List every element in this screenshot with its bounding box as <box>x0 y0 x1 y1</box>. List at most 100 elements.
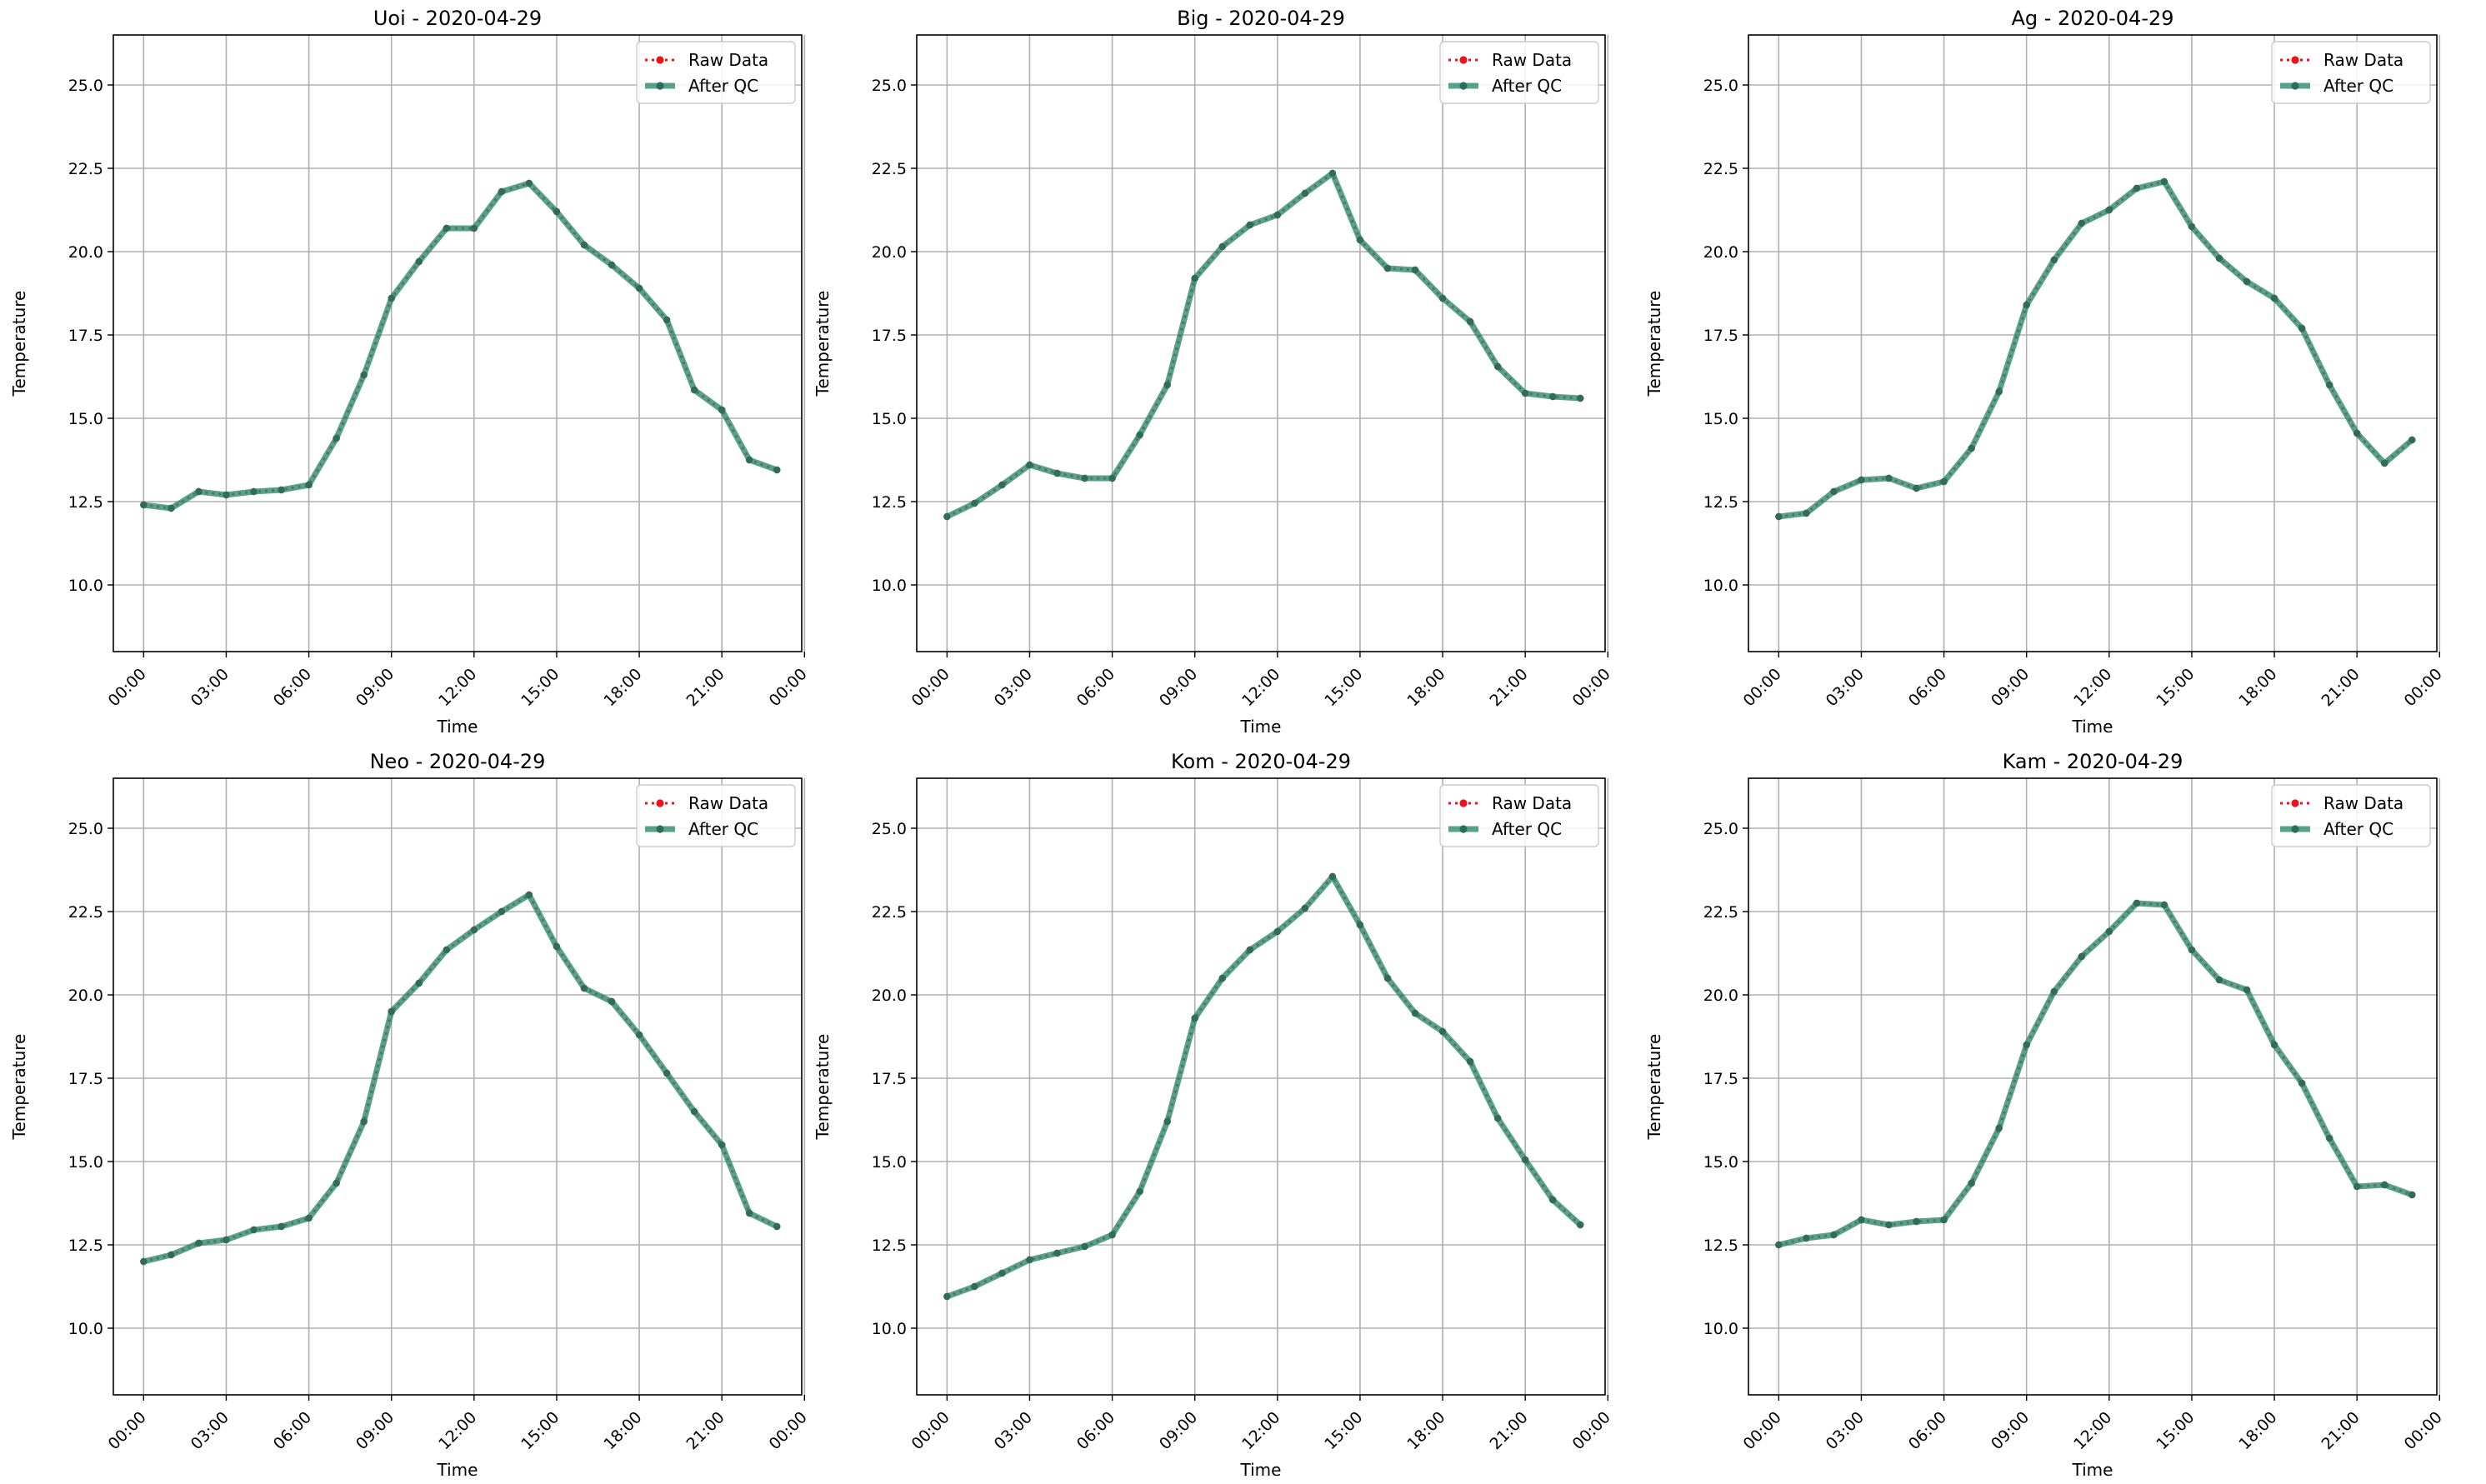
x-tick-label: 21:00 <box>2318 1408 2363 1453</box>
y-axis-label: Temperature <box>1644 291 1664 397</box>
x-tick-label: 03:00 <box>188 665 233 710</box>
data-point-qc <box>1775 512 1783 521</box>
data-point-qc <box>2133 184 2141 192</box>
data-point-qc <box>1191 274 1198 282</box>
legend: Raw Data After QC <box>636 784 796 847</box>
x-tick-label: 03:00 <box>1823 665 1868 710</box>
data-point-qc <box>663 1069 671 1077</box>
legend-label-raw-data: Raw Data <box>1492 50 1572 70</box>
data-point-qc <box>1521 389 1529 397</box>
data-point-qc <box>1026 461 1033 469</box>
data-point-qc <box>443 946 450 954</box>
x-tick-label: 09:00 <box>353 665 398 710</box>
data-point-qc <box>1438 1027 1447 1036</box>
data-point-qc <box>1549 1196 1557 1204</box>
legend-label-raw-data: Raw Data <box>2323 50 2403 70</box>
data-point-qc <box>2160 901 2168 909</box>
data-point-qc <box>1493 362 1502 371</box>
data-point-qc <box>2270 294 2278 302</box>
data-point-qc <box>333 1179 340 1187</box>
data-point-qc <box>943 512 951 521</box>
data-point-qc <box>1328 872 1337 881</box>
data-point-qc <box>1108 474 1116 482</box>
y-tick-label: 25.0 <box>1703 77 1738 95</box>
plot-frame <box>916 777 1606 1396</box>
legend-marker-raw-data <box>2291 799 2299 807</box>
data-point-qc <box>971 1282 978 1291</box>
data-point-qc <box>223 1236 230 1244</box>
x-tick-label: 00:00 <box>766 1408 811 1453</box>
y-tick-label: 17.5 <box>872 1070 907 1088</box>
data-point-qc <box>1411 266 1419 274</box>
legend-box <box>1439 784 1599 847</box>
y-tick-label: 25.0 <box>68 820 103 838</box>
data-point-qc <box>2160 177 2168 186</box>
data-point-qc <box>1136 1187 1143 1196</box>
y-tick-label: 17.5 <box>872 327 907 345</box>
data-point-qc <box>2078 952 2085 961</box>
x-tick-label: 06:00 <box>1905 665 1950 710</box>
y-axis-label: Temperature <box>9 1034 29 1141</box>
data-point-qc <box>1301 189 1309 197</box>
data-point-qc <box>2243 277 2251 286</box>
legend-marker-after-qc <box>656 82 664 90</box>
data-point-qc <box>2353 429 2361 437</box>
y-tick-label: 20.0 <box>872 987 907 1005</box>
series-line-after-qc <box>943 873 1583 1300</box>
data-point-qc <box>1218 974 1226 982</box>
data-point-qc <box>2298 1079 2306 1087</box>
x-tick-label: 09:00 <box>1988 1408 2033 1453</box>
chart-panel: Neo - 2020-04-29 00:00 03:00 06:00 09:00 12:0… <box>9 750 811 1480</box>
y-tick-label: 22.5 <box>1703 903 1738 922</box>
y-tick-label: 17.5 <box>1703 1070 1738 1088</box>
x-tick-label: 09:00 <box>1156 1408 1201 1453</box>
data-point-qc <box>1438 294 1447 302</box>
data-point-qc <box>718 406 726 414</box>
y-tick-label: 25.0 <box>1703 820 1738 838</box>
data-point-qc <box>2105 927 2113 936</box>
data-point-qc <box>388 294 395 302</box>
legend-label-after-qc: After QC <box>688 76 758 96</box>
data-point-qc <box>1577 1221 1584 1229</box>
legend-label-raw-data: Raw Data <box>1492 793 1572 813</box>
data-point-qc <box>1163 1117 1171 1126</box>
series-line-after-qc <box>1775 178 2415 520</box>
y-tick-label: 20.0 <box>68 243 103 262</box>
data-point-qc <box>1940 477 1948 486</box>
data-point-qc <box>278 1222 285 1231</box>
y-tick-label: 12.5 <box>1703 493 1738 512</box>
y-tick-label: 10.0 <box>68 577 103 595</box>
data-point-qc <box>443 224 450 232</box>
data-point-qc <box>2381 459 2388 467</box>
data-point-qc <box>690 386 698 394</box>
legend-marker-raw-data <box>2291 56 2299 64</box>
data-point-qc <box>1411 1009 1419 1017</box>
data-point-qc <box>2298 324 2306 332</box>
y-axis-label: Temperature <box>9 291 29 397</box>
data-point-qc <box>1246 946 1253 954</box>
chart-title: Kam - 2020-04-29 <box>2003 750 2183 773</box>
y-tick-label: 12.5 <box>872 493 907 512</box>
legend-label-after-qc: After QC <box>1492 819 1562 839</box>
data-point-qc <box>1995 1124 2003 1132</box>
legend-label-after-qc: After QC <box>2323 76 2393 96</box>
data-point-qc <box>2105 206 2113 214</box>
data-point-qc <box>1191 1014 1198 1022</box>
plot-frame <box>113 777 803 1396</box>
data-point-qc <box>388 1007 395 1016</box>
data-point-qc <box>580 241 588 249</box>
legend-marker-raw-data <box>1459 799 1468 807</box>
data-point-qc <box>1885 1221 1893 1229</box>
data-point-qc <box>2381 1181 2388 1189</box>
data-point-qc <box>2023 301 2030 309</box>
data-point-qc <box>2270 1041 2278 1049</box>
y-tick-label: 22.5 <box>68 160 103 178</box>
x-tick-label: 06:00 <box>1905 1408 1950 1453</box>
x-tick-label: 15:00 <box>518 665 563 710</box>
data-point-qc <box>195 487 203 496</box>
data-point-qc <box>690 1107 698 1116</box>
data-point-qc <box>2215 976 2223 984</box>
data-point-qc <box>1995 387 2003 396</box>
data-point-qc <box>635 1031 643 1039</box>
